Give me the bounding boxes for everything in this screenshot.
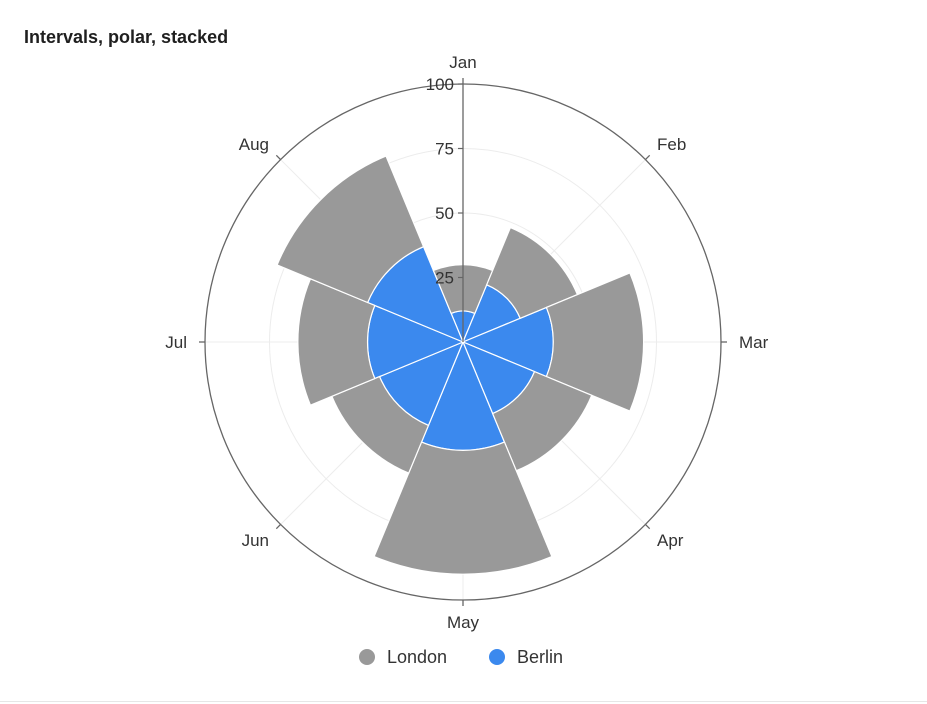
bar-london-may[interactable] bbox=[373, 441, 553, 575]
bars-layer bbox=[276, 155, 645, 575]
angular-tick bbox=[275, 523, 282, 530]
category-label-jan: Jan bbox=[449, 53, 476, 72]
category-label-jun: Jun bbox=[242, 531, 269, 550]
legend-item-london[interactable]: London bbox=[359, 647, 447, 667]
bar-london-jun[interactable] bbox=[331, 375, 430, 474]
legend-label-london: London bbox=[387, 647, 447, 667]
category-label-apr: Apr bbox=[657, 531, 684, 550]
category-label-feb: Feb bbox=[657, 135, 686, 154]
bar-london-feb[interactable] bbox=[485, 226, 579, 320]
legend-label-berlin: Berlin bbox=[517, 647, 563, 667]
legend-marker-berlin bbox=[489, 649, 505, 665]
bottom-divider bbox=[0, 701, 927, 702]
category-label-mar: Mar bbox=[739, 333, 769, 352]
category-label-aug: Aug bbox=[239, 135, 269, 154]
legend-marker-london bbox=[359, 649, 375, 665]
radial-tick-label: 100 bbox=[426, 75, 454, 94]
bar-london-apr[interactable] bbox=[491, 370, 593, 472]
chart-title: Intervals, polar, stacked bbox=[24, 27, 229, 47]
angular-tick bbox=[644, 154, 651, 161]
category-label-may: May bbox=[447, 613, 480, 632]
angular-tick bbox=[644, 523, 651, 530]
legend-item-berlin[interactable]: Berlin bbox=[489, 647, 563, 667]
bar-london-mar[interactable] bbox=[545, 272, 645, 412]
bar-london-aug[interactable] bbox=[276, 155, 425, 304]
bar-london-jul[interactable] bbox=[297, 278, 376, 406]
radial-tick-label: 75 bbox=[435, 140, 454, 159]
axis-layer: 25 50 75 100 Jan Feb Mar Apr May Jun Jul Aug bbox=[165, 53, 768, 632]
category-label-jul: Jul bbox=[165, 333, 187, 352]
radial-tick-label: 25 bbox=[435, 269, 454, 288]
legend-layer: London Berlin bbox=[359, 647, 563, 667]
radial-tick-label: 50 bbox=[435, 204, 454, 223]
angular-tick bbox=[275, 154, 282, 161]
